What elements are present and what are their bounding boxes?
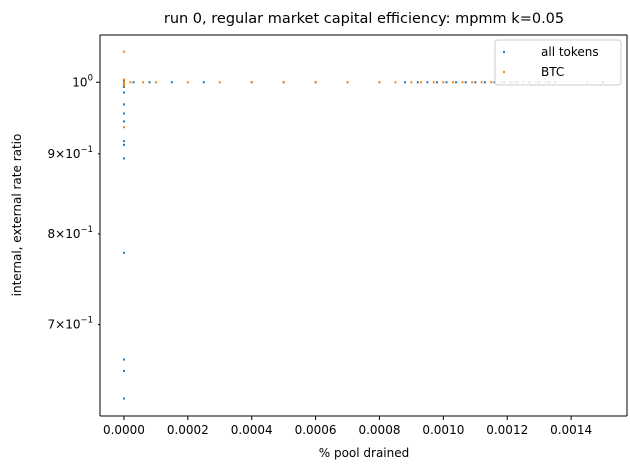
data-point	[154, 81, 157, 84]
data-point	[122, 112, 125, 115]
y-tick-label: 8×10−1	[47, 225, 93, 241]
y-tick-mantissa: 9×	[47, 147, 65, 161]
x-tick-label: 0.0004	[231, 423, 273, 437]
data-point	[394, 81, 397, 84]
data-point	[432, 81, 435, 84]
data-point	[471, 81, 474, 84]
data-point	[435, 81, 438, 84]
data-point	[122, 82, 125, 85]
data-point	[250, 81, 253, 84]
data-point	[404, 81, 407, 84]
chart-title: run 0, regular market capital efficiency…	[164, 11, 564, 27]
data-point	[442, 81, 445, 84]
data-point	[346, 81, 349, 84]
data-point	[122, 81, 125, 84]
data-point	[122, 84, 125, 87]
legend: all tokens BTC	[494, 39, 622, 86]
y-tick-mantissa: 7×	[47, 318, 65, 332]
x-tick-label: 0.0014	[550, 423, 592, 437]
x-tick-label: 0.0000	[103, 423, 145, 437]
x-tick-label: 0.0002	[167, 423, 209, 437]
data-point	[122, 120, 125, 123]
data-point	[122, 369, 125, 372]
data-point	[122, 86, 125, 89]
data-point	[464, 81, 467, 84]
data-point	[378, 81, 381, 84]
data-point	[480, 81, 483, 84]
data-point	[122, 251, 125, 254]
data-point	[122, 157, 125, 160]
data-point	[474, 81, 477, 84]
y-tick-exponent: 0	[88, 73, 93, 83]
data-point	[122, 79, 125, 82]
data-point	[451, 81, 454, 84]
data-point	[148, 81, 151, 84]
data-point	[122, 126, 125, 129]
data-point	[122, 50, 125, 53]
data-point	[122, 140, 125, 143]
data-point	[122, 143, 125, 146]
data-point	[122, 103, 125, 106]
data-point	[410, 81, 413, 84]
legend-label: all tokens	[541, 45, 599, 59]
data-point	[202, 81, 205, 84]
legend-box	[494, 39, 622, 86]
y-tick-exponent: −1	[80, 225, 93, 235]
x-tick-label: 0.0012	[486, 423, 528, 437]
y-tick-label: 100	[72, 73, 93, 89]
y-tick-base: 10	[72, 75, 87, 89]
legend-marker	[503, 51, 505, 53]
y-axis-label: internal, external rate ratio	[10, 134, 24, 297]
data-point	[122, 358, 125, 361]
x-tick-label: 0.0006	[295, 423, 337, 437]
data-point	[122, 397, 125, 400]
x-tick-label: 0.0008	[358, 423, 400, 437]
y-tick-base: 10	[65, 318, 80, 332]
x-axis: 0.0000 0.0002 0.0004 0.0006 0.0008 0.0010 0.00…	[103, 416, 592, 437]
data-point	[455, 81, 458, 84]
data-point	[490, 81, 493, 84]
x-tick-label: 0.0010	[422, 423, 464, 437]
data-point	[218, 81, 221, 84]
y-tick-mantissa: 8×	[47, 227, 65, 241]
data-point	[461, 81, 464, 84]
data-point	[282, 81, 285, 84]
data-point	[122, 91, 125, 94]
data-point	[445, 81, 448, 84]
y-tick-exponent: −1	[80, 316, 93, 326]
data-point	[419, 81, 422, 84]
x-axis-label: % pool drained	[319, 446, 410, 460]
data-point	[170, 81, 173, 84]
data-point	[186, 81, 189, 84]
data-point	[493, 81, 496, 84]
y-tick-exponent: −1	[80, 145, 93, 155]
data-point	[129, 81, 132, 84]
data-point	[142, 81, 145, 84]
y-tick-base: 10	[65, 227, 80, 241]
data-point	[314, 81, 317, 84]
data-point	[426, 81, 429, 84]
data-point	[122, 78, 125, 81]
data-point	[132, 81, 135, 84]
legend-label: BTC	[541, 65, 564, 79]
y-tick-base: 10	[65, 147, 80, 161]
y-tick-label: 7×10−1	[47, 316, 93, 332]
data-point	[416, 81, 419, 84]
data-point	[483, 81, 486, 84]
y-tick-label: 9×10−1	[47, 145, 93, 161]
legend-marker	[503, 71, 505, 73]
